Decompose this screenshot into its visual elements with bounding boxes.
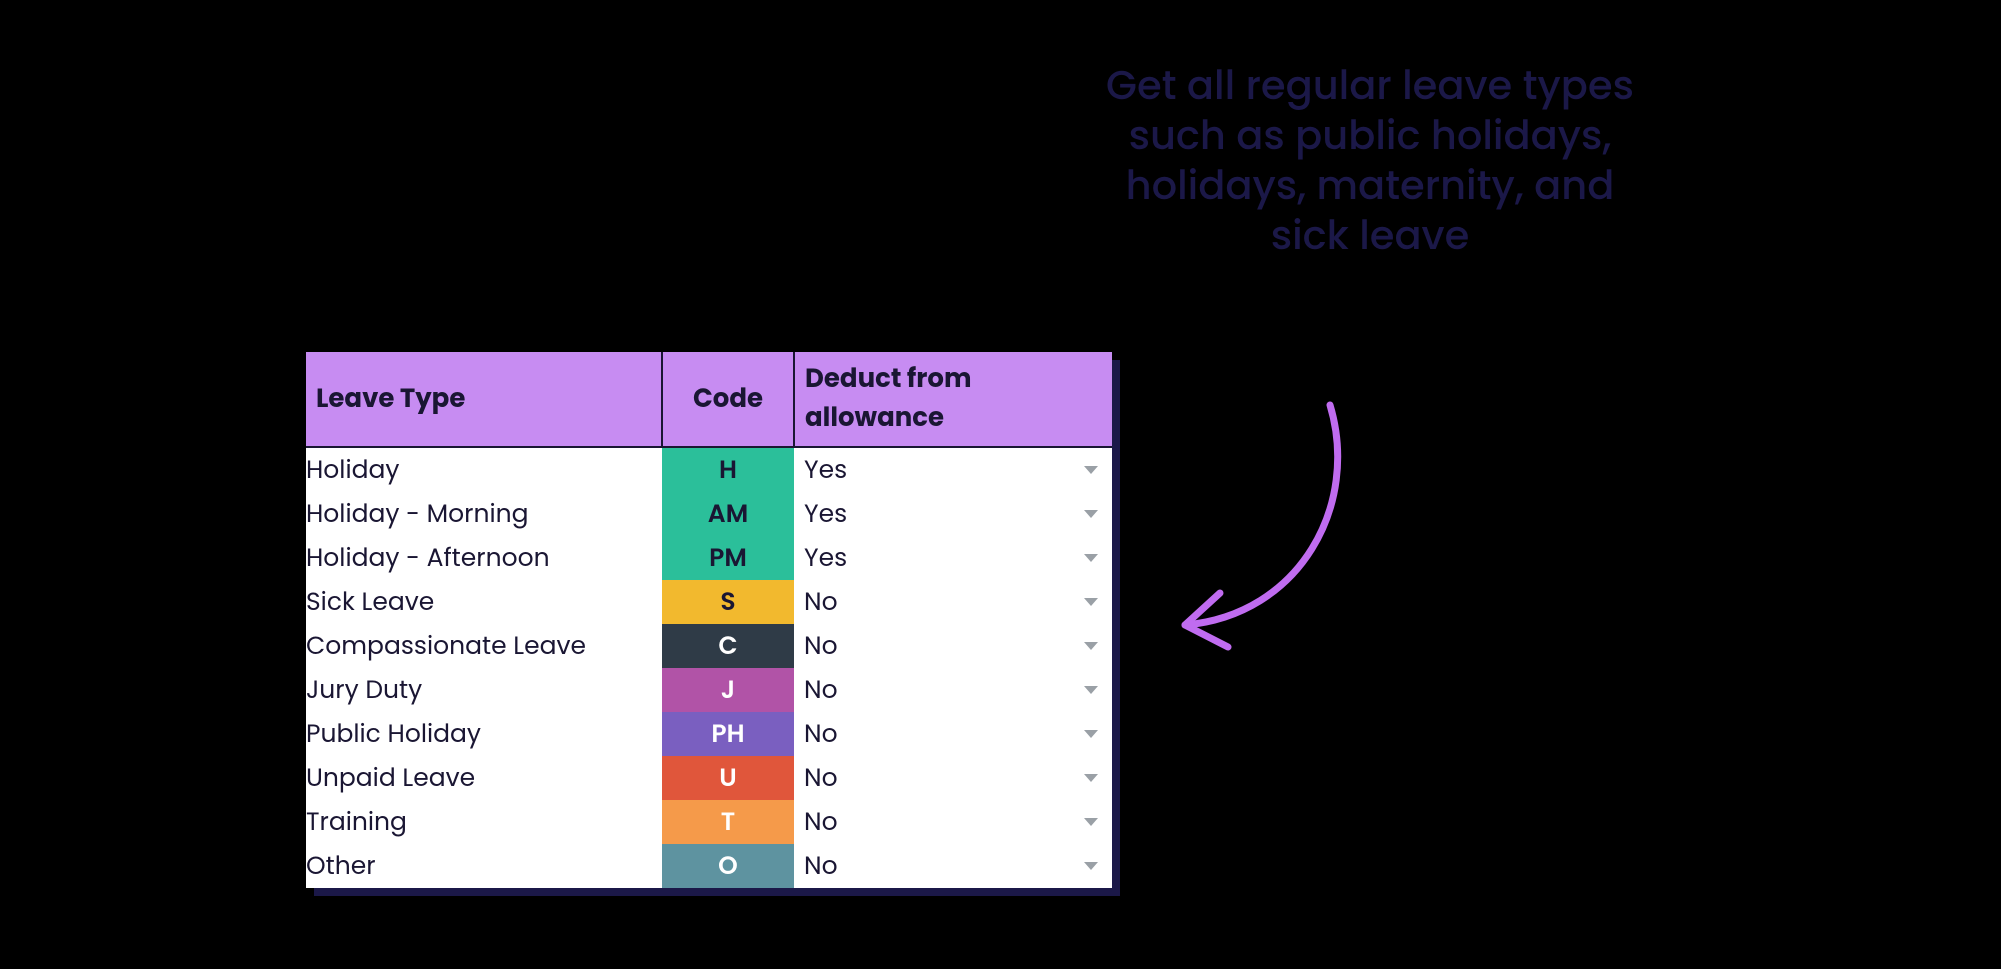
cell-leave-type: Holiday - Afternoon: [306, 536, 662, 580]
cell-leave-type: Training: [306, 800, 662, 844]
cell-leave-type: Holiday: [306, 447, 662, 492]
cell-code: U: [662, 756, 794, 800]
table-row: Sick LeaveS No: [306, 580, 1112, 624]
deduct-value: Yes: [804, 539, 847, 577]
deduct-value: No: [804, 715, 838, 753]
table-row: Holiday - AfternoonPM Yes: [306, 536, 1112, 580]
caption-text: Get all regular leave types such as publ…: [1100, 60, 1640, 260]
cell-deduct-dropdown[interactable]: No: [794, 668, 1112, 712]
cell-deduct-dropdown[interactable]: No: [794, 712, 1112, 756]
cell-code: C: [662, 624, 794, 668]
cell-code: J: [662, 668, 794, 712]
callout-arrow: [1130, 395, 1390, 695]
chevron-down-icon: [1084, 510, 1098, 518]
table-row: Unpaid LeaveU No: [306, 756, 1112, 800]
deduct-value: No: [804, 847, 838, 885]
cell-code: AM: [662, 492, 794, 536]
table-row: Compassionate LeaveC No: [306, 624, 1112, 668]
table-row: HolidayH Yes: [306, 447, 1112, 492]
cell-deduct-dropdown[interactable]: Yes: [794, 536, 1112, 580]
arrow-curve: [1185, 405, 1338, 625]
table-row: TrainingT No: [306, 800, 1112, 844]
chevron-down-icon: [1084, 730, 1098, 738]
chevron-down-icon: [1084, 818, 1098, 826]
cell-code: PH: [662, 712, 794, 756]
cell-deduct-dropdown[interactable]: No: [794, 756, 1112, 800]
chevron-down-icon: [1084, 774, 1098, 782]
chevron-down-icon: [1084, 686, 1098, 694]
cell-leave-type: Compassionate Leave: [306, 624, 662, 668]
cell-leave-type: Sick Leave: [306, 580, 662, 624]
deduct-value: No: [804, 627, 838, 665]
table-header-row: Leave Type Code Deduct from allowance: [306, 352, 1112, 447]
cell-code: O: [662, 844, 794, 888]
leave-types-table: Leave Type Code Deduct from allowance Ho…: [306, 352, 1112, 888]
cell-deduct-dropdown[interactable]: No: [794, 580, 1112, 624]
cell-code: T: [662, 800, 794, 844]
chevron-down-icon: [1084, 554, 1098, 562]
cell-deduct-dropdown[interactable]: Yes: [794, 492, 1112, 536]
cell-leave-type: Jury Duty: [306, 668, 662, 712]
chevron-down-icon: [1084, 466, 1098, 474]
cell-code: PM: [662, 536, 794, 580]
deduct-value: Yes: [804, 451, 847, 489]
deduct-value: Yes: [804, 495, 847, 533]
chevron-down-icon: [1084, 598, 1098, 606]
chevron-down-icon: [1084, 862, 1098, 870]
col-header-code: Code: [662, 352, 794, 447]
cell-code: S: [662, 580, 794, 624]
cell-deduct-dropdown[interactable]: No: [794, 624, 1112, 668]
chevron-down-icon: [1084, 642, 1098, 650]
cell-deduct-dropdown[interactable]: No: [794, 844, 1112, 888]
cell-leave-type: Other: [306, 844, 662, 888]
cell-leave-type: Holiday - Morning: [306, 492, 662, 536]
cell-leave-type: Unpaid Leave: [306, 756, 662, 800]
table-row: Public HolidayPH No: [306, 712, 1112, 756]
deduct-value: No: [804, 671, 838, 709]
stage: Get all regular leave types such as publ…: [0, 0, 2001, 969]
deduct-value: No: [804, 803, 838, 841]
deduct-value: No: [804, 583, 838, 621]
table-row: Jury DutyJ No: [306, 668, 1112, 712]
table-row: OtherO No: [306, 844, 1112, 888]
cell-deduct-dropdown[interactable]: Yes: [794, 447, 1112, 492]
cell-code: H: [662, 447, 794, 492]
col-header-leave-type: Leave Type: [306, 352, 662, 447]
table-row: Holiday - MorningAM Yes: [306, 492, 1112, 536]
col-header-deduct: Deduct from allowance: [794, 352, 1112, 447]
cell-deduct-dropdown[interactable]: No: [794, 800, 1112, 844]
deduct-value: No: [804, 759, 838, 797]
cell-leave-type: Public Holiday: [306, 712, 662, 756]
